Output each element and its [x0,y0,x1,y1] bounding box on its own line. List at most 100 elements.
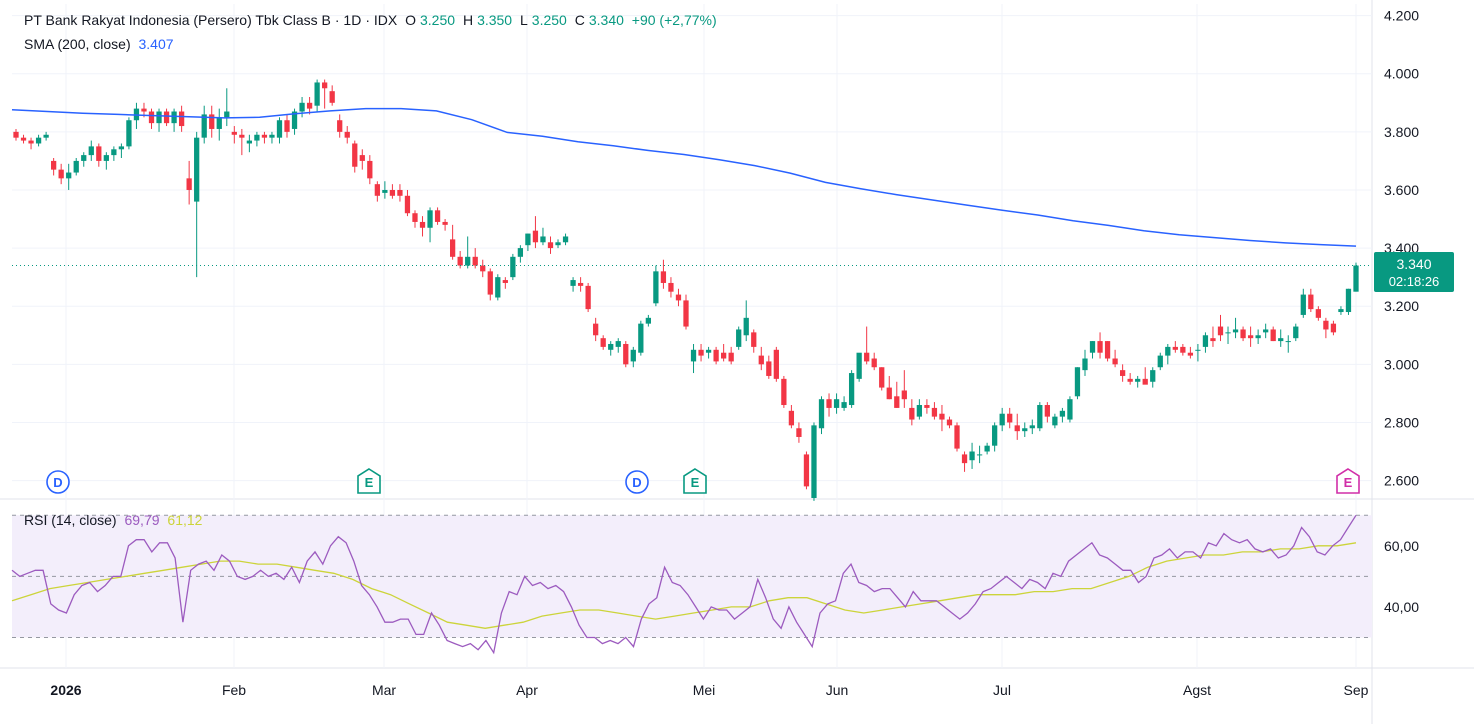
candle-body [118,146,125,150]
close-value: 3.340 [588,12,624,28]
candle-body [465,256,471,266]
candle-body [517,248,524,257]
candle-body [788,410,795,426]
candle-body [901,390,907,400]
candle-body [698,349,704,356]
candle-body [856,352,862,379]
marker-shape [357,468,381,494]
candle-body [630,349,636,362]
candle-body [992,425,998,446]
candle-body [1345,288,1352,313]
marker-text: D [53,475,62,490]
open-label: O [405,12,416,28]
marker-shape [625,470,649,494]
candle-body [653,271,659,304]
candle-body [103,155,109,161]
candle-body [88,146,94,156]
rsi-legend[interactable]: RSI (14, close) 69,79 61,12 [24,512,206,528]
candle-body [758,355,764,365]
candle-body [1029,425,1035,429]
x-tick-label: Jun [826,682,849,698]
earnings-marker[interactable]: E [1336,468,1360,494]
candle-body [1150,370,1156,382]
candle-body [577,282,584,286]
candle-body [13,131,19,138]
candle-body [1217,326,1224,336]
marker-text: D [632,475,641,490]
candle-body [916,405,923,417]
candle-body [811,425,817,498]
candle-body [683,300,689,327]
candle-body [871,358,877,368]
candle-body [608,343,614,350]
rsi-line [11,514,1357,655]
candle-body [1165,346,1171,356]
earnings-marker[interactable]: E [683,468,707,494]
candle-body [73,160,79,173]
sma-legend[interactable]: SMA (200, close) 3.407 [24,36,178,52]
candle-body [1293,326,1299,339]
candle-body [306,102,313,109]
x-tick-label: Sep [1344,682,1369,698]
marker-text: E [691,475,700,490]
candle-body [389,189,396,196]
last-price-value: 3.340 [1396,256,1432,272]
candle-body [1157,355,1163,368]
candle-body [675,294,682,301]
candle-body [773,349,779,379]
rsi-value: 69,79 [124,512,160,528]
x-tick-label: Mei [693,682,716,698]
candle-body [803,454,810,487]
low-label: L [520,12,528,28]
candle-body [178,111,185,127]
candle-body [585,285,591,310]
candle-body [690,349,697,362]
y-tick-label: 3.000 [1384,356,1419,372]
dividend-marker[interactable]: D [46,470,70,494]
dividend-marker[interactable]: D [625,470,649,494]
candle-body [615,341,621,347]
marker-text: E [1344,475,1353,490]
candle-body [194,137,200,202]
candle-body [269,134,275,138]
candle-body [1323,320,1329,330]
symbol-name[interactable]: PT Bank Rakyat Indonesia (Persero) Tbk C… [24,12,331,28]
candle-body [1089,341,1096,353]
candle-body [352,143,358,167]
rsi-label: RSI (14, close) [24,512,117,528]
candlestick-series [12,79,1372,501]
time-axis[interactable]: 2026 Feb Mar Apr Mei Jun Jul Agst Sep [50,682,1368,698]
close-label: C [574,12,585,28]
candle-body [427,210,433,228]
candle-body [412,213,418,222]
interval-label[interactable]: 1D [343,12,362,28]
candle-body [1315,309,1321,318]
candle-body [736,329,742,347]
candle-body [201,114,207,138]
candle-body [35,137,42,144]
candle-body [299,102,305,112]
candle-body [1270,329,1276,342]
candle-body [1210,338,1216,342]
candle-body [404,195,411,214]
candle-body [638,323,644,353]
candle-body [1135,378,1141,382]
candle-body [502,280,508,283]
high-label: H [462,12,474,28]
candle-body [1127,378,1133,382]
candle-body [1007,413,1013,423]
candle-body [374,184,380,196]
candle-body [540,236,546,243]
candle-body [156,111,162,124]
candle-body [781,378,787,406]
candle-body [480,265,486,272]
price-axis[interactable]: 4.2004.0003.8003.6003.4003.2003.0002.800… [1384,8,1419,615]
candle-body [562,236,569,243]
earnings-marker[interactable]: E [357,468,381,494]
low-value: 3.250 [531,12,567,28]
candle-body [593,323,599,336]
candle-body [1172,346,1178,350]
candle-body [1180,346,1186,353]
